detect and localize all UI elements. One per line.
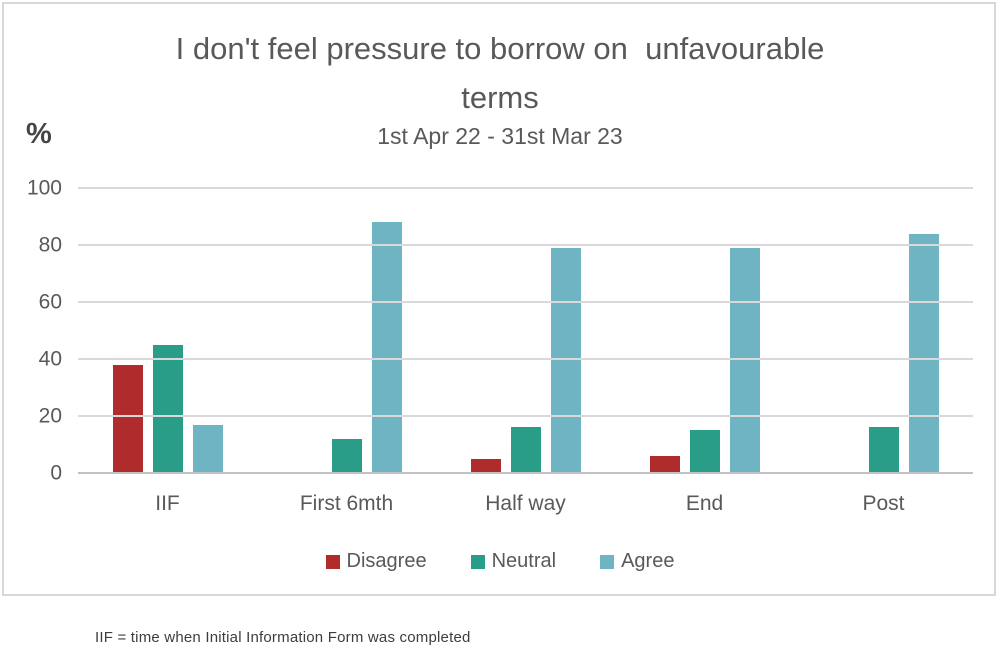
bar-agree-end <box>729 247 760 473</box>
legend: Disagree Neutral Agree <box>0 550 1000 573</box>
bar-group-iif <box>78 188 257 473</box>
legend-item-agree: Agree <box>600 550 674 573</box>
plot-area <box>78 187 973 474</box>
bar-neutral-first-6mth <box>331 438 362 473</box>
x-tick-label-iif: IIF <box>155 492 180 515</box>
bar-group-first-6mth <box>257 188 436 473</box>
footnote: IIF = time when Initial Information Form… <box>95 629 471 646</box>
chart-subtitle: 1st Apr 22 - 31st Mar 23 <box>377 123 623 149</box>
bar-groups <box>78 188 973 473</box>
y-tick-label-80: 80 <box>38 233 62 257</box>
x-axis-labels: IIF First 6mth Half way End Post <box>78 492 973 516</box>
gridline-20 <box>78 415 973 417</box>
bar-neutral-post <box>868 427 899 473</box>
gridline-40 <box>78 358 973 360</box>
bar-group-end <box>615 188 794 473</box>
legend-item-disagree: Disagree <box>325 550 427 573</box>
bar-disagree-half-way <box>470 458 501 473</box>
legend-label-neutral: Neutral <box>491 550 557 572</box>
legend-swatch-disagree <box>325 554 340 569</box>
gridline-80 <box>78 244 973 246</box>
bar-group-half-way <box>436 188 615 473</box>
x-axis-line <box>78 472 973 474</box>
bar-disagree-iif <box>112 364 143 473</box>
y-axis-labels: 0 20 40 60 80 100 <box>0 178 62 484</box>
bar-agree-half-way <box>550 247 581 473</box>
y-tick-label-100: 100 <box>26 176 62 200</box>
bar-group-post <box>794 188 973 473</box>
bar-neutral-end <box>689 430 720 473</box>
bar-agree-post <box>908 233 939 473</box>
y-tick-label-20: 20 <box>38 404 62 428</box>
bar-neutral-half-way <box>510 427 541 473</box>
chart-frame <box>2 2 996 596</box>
legend-label-disagree: Disagree <box>346 550 427 572</box>
y-axis-unit-label: % <box>26 118 52 150</box>
gridline-100 <box>78 187 973 189</box>
bar-neutral-iif <box>152 344 183 473</box>
x-tick-label-post: Post <box>862 492 905 515</box>
bar-disagree-end <box>649 455 680 473</box>
chart-title: I don't feel pressure to borrow on unfav… <box>175 31 825 115</box>
x-tick-label-end: End <box>685 492 724 515</box>
gridline-60 <box>78 301 973 303</box>
x-tick-label-half-way: Half way <box>485 492 566 515</box>
bar-agree-first-6mth <box>371 222 402 473</box>
x-tick-label-first-6mth: First 6mth <box>299 492 394 515</box>
legend-swatch-neutral <box>470 554 485 569</box>
bar-agree-iif <box>192 424 223 473</box>
legend-swatch-agree <box>600 554 615 569</box>
y-tick-label-60: 60 <box>38 290 62 314</box>
y-tick-label-0: 0 <box>50 461 62 485</box>
legend-label-agree: Agree <box>621 550 675 572</box>
legend-item-neutral: Neutral <box>470 550 557 573</box>
y-tick-label-40: 40 <box>38 347 62 371</box>
